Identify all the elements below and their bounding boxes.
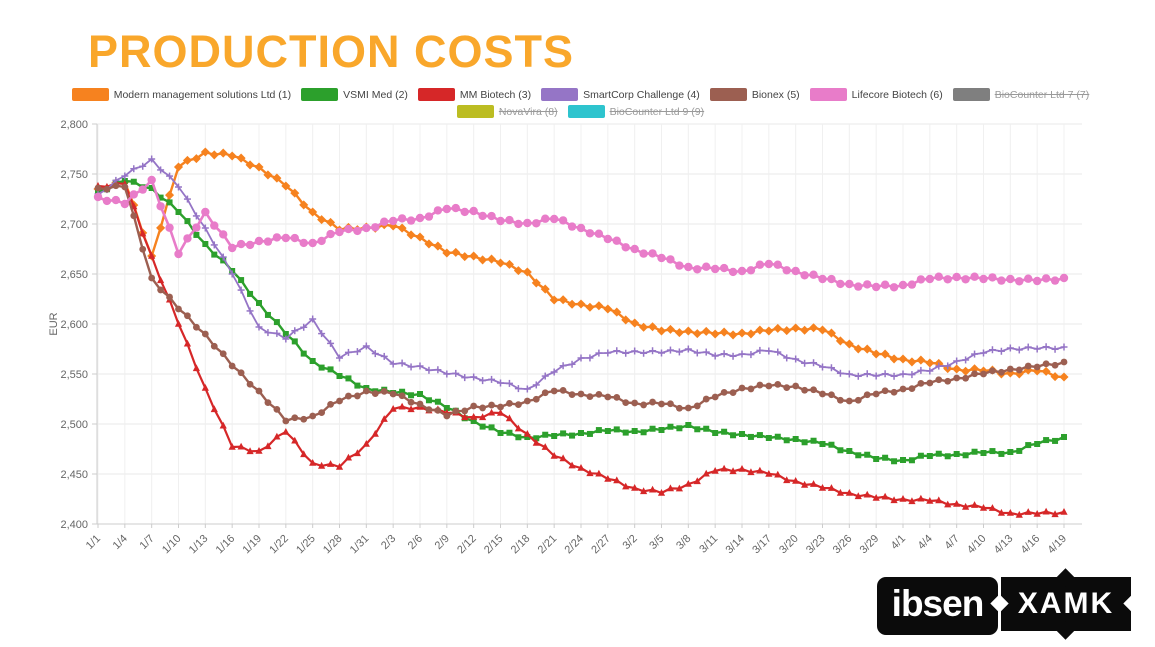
legend-item-7[interactable]: BioCounter Ltd 7 (7) [952,88,1090,101]
svg-text:2/27: 2/27 [589,533,613,557]
legend-item-1[interactable]: Modern management solutions Ltd (1) [71,88,292,101]
legend-swatch-icon [952,88,990,101]
ibsen-logo: ibsen [877,577,998,635]
legend-swatch-icon [567,105,605,118]
svg-text:2,550: 2,550 [60,369,88,381]
legend-swatch-icon [541,88,579,101]
legend-swatch-icon [417,88,455,101]
svg-text:3/17: 3/17 [750,533,774,557]
legend: Modern management solutions Ltd (1) VSMI … [38,88,1123,118]
svg-text:2/6: 2/6 [406,533,425,552]
legend-label: SmartCorp Challenge (4) [583,88,700,101]
svg-text:2,400: 2,400 [60,519,88,531]
legend-swatch-icon [456,105,494,118]
svg-text:EUR: EUR [48,312,60,335]
legend-label: MM Biotech (3) [459,88,532,101]
svg-text:2,450: 2,450 [60,469,88,481]
svg-text:4/16: 4/16 [1019,533,1043,557]
svg-text:1/25: 1/25 [294,533,318,557]
svg-text:4/13: 4/13 [992,533,1016,557]
svg-text:2,750: 2,750 [60,169,88,181]
svg-text:2,500: 2,500 [60,419,88,431]
legend-item-4[interactable]: SmartCorp Challenge (4) [541,88,700,101]
svg-text:1/22: 1/22 [267,533,291,557]
svg-text:2/3: 2/3 [379,533,398,552]
svg-text:1/16: 1/16 [214,533,238,557]
svg-text:1/4: 1/4 [111,533,130,552]
legend-label: Lifecore Biotech (6) [851,88,943,101]
page-title: PRODUCTION COSTS [88,26,575,77]
svg-text:2/12: 2/12 [455,533,479,557]
legend-item-5[interactable]: Bionex (5) [709,88,800,101]
xamk-logo-text: XAMK [1017,587,1115,620]
svg-text:3/20: 3/20 [777,533,801,557]
svg-text:2/21: 2/21 [536,533,560,557]
svg-text:4/1: 4/1 [889,533,908,552]
svg-text:2/9: 2/9 [433,533,452,552]
svg-text:4/7: 4/7 [942,533,961,552]
svg-text:2,800: 2,800 [60,119,88,131]
legend-label: Bionex (5) [751,88,800,101]
legend-label: BioCounter Ltd 9 (9) [609,105,705,118]
svg-text:3/26: 3/26 [831,533,855,557]
legend-label: VSMI Med (2) [343,88,408,101]
svg-text:1/7: 1/7 [137,533,156,552]
svg-text:4/10: 4/10 [965,533,989,557]
svg-text:2/15: 2/15 [482,533,506,557]
svg-text:2,600: 2,600 [60,319,88,331]
svg-text:3/5: 3/5 [647,533,666,552]
svg-text:1/1: 1/1 [84,533,103,552]
svg-text:3/8: 3/8 [674,533,693,552]
legend-item-6[interactable]: Lifecore Biotech (6) [809,88,943,101]
legend-label: BioCounter Ltd 7 (7) [994,88,1090,101]
legend-item-2[interactable]: VSMI Med (2) [301,88,408,101]
svg-text:3/11: 3/11 [697,533,720,556]
svg-text:1/10: 1/10 [160,533,184,557]
svg-text:1/31: 1/31 [348,533,372,557]
legend-swatch-icon [809,88,847,101]
svg-text:3/14: 3/14 [723,533,747,557]
legend-label: Modern management solutions Ltd (1) [113,88,292,101]
svg-text:1/19: 1/19 [240,533,264,557]
legend-swatch-icon [71,88,109,101]
svg-text:2,700: 2,700 [60,219,88,231]
svg-text:2/18: 2/18 [509,533,533,557]
legend-item-8[interactable]: NovaVira (8) [456,105,558,118]
legend-swatch-icon [301,88,339,101]
svg-text:4/19: 4/19 [1045,533,1069,557]
svg-text:2,650: 2,650 [60,269,88,281]
xamk-logo: XAMK [990,568,1142,640]
svg-text:3/2: 3/2 [620,533,639,552]
svg-text:2/24: 2/24 [562,533,586,557]
ibsen-logo-text: ibsen [891,583,985,624]
svg-text:3/29: 3/29 [858,533,882,557]
svg-text:3/23: 3/23 [804,533,828,557]
legend-item-9[interactable]: BioCounter Ltd 9 (9) [567,105,705,118]
svg-text:4/4: 4/4 [916,533,935,552]
svg-text:1/13: 1/13 [187,533,211,557]
legend-label: NovaVira (8) [498,105,558,118]
legend-swatch-icon [709,88,747,101]
footer-logos: ibsen XAMK [877,568,1142,640]
svg-text:1/28: 1/28 [321,533,345,557]
legend-item-3[interactable]: MM Biotech (3) [417,88,532,101]
